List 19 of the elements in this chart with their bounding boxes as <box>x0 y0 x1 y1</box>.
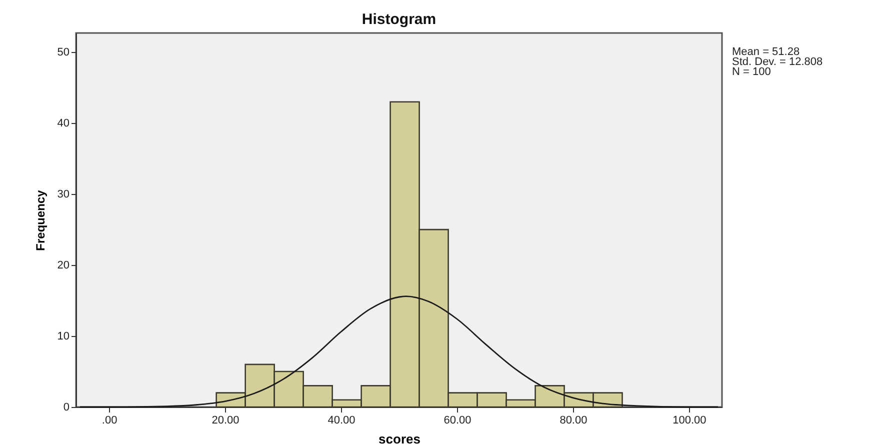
chart-title: Histogram <box>362 11 436 28</box>
x-axis-title: scores <box>378 432 420 445</box>
y-tick-label: 0 <box>63 402 70 414</box>
text: N = 100 <box>732 66 772 78</box>
y-tick-label: 20 <box>57 260 70 272</box>
x-tick-label: 60.00 <box>444 414 472 426</box>
y-tick-label: 30 <box>57 188 70 201</box>
x-tick-label: .00 <box>102 414 118 426</box>
y-tick-label: 10 <box>57 330 70 343</box>
y-axis-title: Frequency <box>33 190 48 251</box>
x-tick-label: 20.00 <box>212 414 240 426</box>
x-tick-label: 80.00 <box>560 414 588 426</box>
x-tick-label: 100.00 <box>672 414 706 426</box>
text: Std. Dev. = 12.808 <box>732 56 823 68</box>
y-tick-label: 50 <box>57 46 70 59</box>
text: Mean = 51.28 <box>732 46 800 58</box>
y-tick-label: 40 <box>57 118 70 130</box>
x-tick-label: 40.00 <box>328 414 356 426</box>
line-series <box>79 296 719 408</box>
